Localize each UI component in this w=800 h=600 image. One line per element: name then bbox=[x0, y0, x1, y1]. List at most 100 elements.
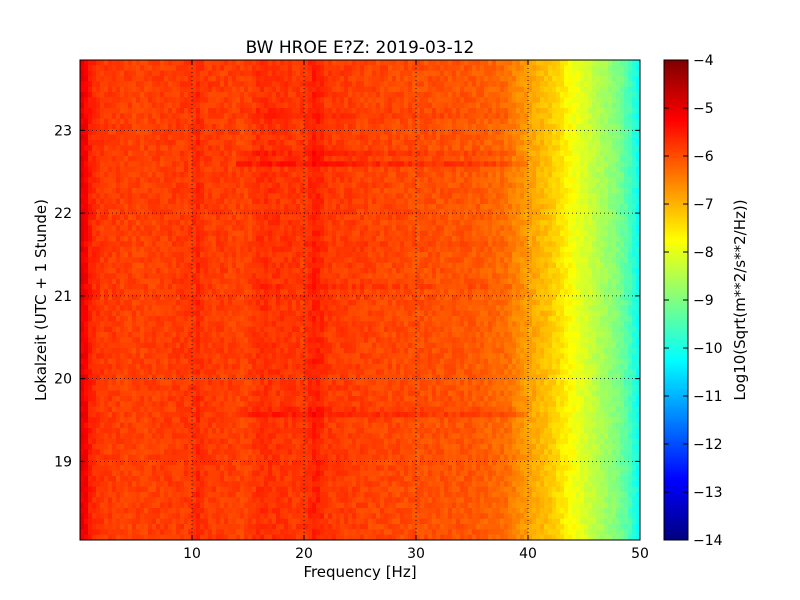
heatmap-cell bbox=[112, 236, 117, 242]
heatmap-cell bbox=[260, 76, 265, 82]
heatmap-cell bbox=[172, 193, 177, 200]
heatmap-cell bbox=[220, 204, 225, 210]
heatmap-cell bbox=[332, 86, 337, 93]
heatmap-cell bbox=[536, 86, 541, 93]
heatmap-cell bbox=[184, 76, 189, 82]
heatmap-cell bbox=[104, 225, 109, 232]
heatmap-cell bbox=[628, 241, 633, 248]
heatmap-cell bbox=[568, 145, 573, 152]
heatmap-cell bbox=[460, 236, 465, 242]
heatmap-cell bbox=[436, 129, 441, 136]
heatmap-cell bbox=[252, 156, 257, 162]
heatmap-cell bbox=[500, 156, 505, 162]
heatmap-cell bbox=[160, 214, 165, 221]
heatmap-cell bbox=[216, 113, 221, 120]
heatmap-cell bbox=[464, 193, 469, 200]
heatmap-cell bbox=[408, 214, 413, 221]
heatmap-cell bbox=[164, 113, 169, 120]
heatmap-cell bbox=[392, 172, 397, 178]
heatmap-cell bbox=[540, 177, 545, 184]
heatmap-cell bbox=[532, 124, 537, 130]
heatmap-cell bbox=[460, 209, 465, 216]
heatmap-cell bbox=[596, 230, 601, 237]
heatmap-cell bbox=[208, 198, 213, 205]
heatmap-cell bbox=[560, 188, 565, 194]
heatmap-cell bbox=[460, 204, 465, 210]
heatmap-cell bbox=[256, 97, 261, 104]
heatmap-cell bbox=[448, 198, 453, 205]
heatmap-cell bbox=[404, 241, 409, 248]
heatmap-cell bbox=[544, 124, 549, 130]
heatmap-cell bbox=[152, 204, 157, 210]
heatmap-cell bbox=[108, 134, 113, 141]
heatmap-cell bbox=[220, 97, 225, 104]
heatmap-cell bbox=[248, 172, 253, 178]
heatmap-cell bbox=[220, 150, 225, 157]
heatmap-cell bbox=[252, 70, 257, 77]
heatmap-cell bbox=[224, 204, 229, 210]
heatmap-cell bbox=[392, 156, 397, 162]
heatmap-cell bbox=[364, 225, 369, 232]
heatmap-cell bbox=[188, 86, 193, 93]
heatmap-cell bbox=[256, 198, 261, 205]
heatmap-cell bbox=[152, 118, 157, 125]
heatmap-cell bbox=[140, 156, 145, 162]
heatmap-cell bbox=[396, 70, 401, 77]
heatmap-cell bbox=[232, 76, 237, 82]
heatmap-cell bbox=[368, 145, 373, 152]
heatmap-cell bbox=[532, 193, 537, 200]
heatmap-cell bbox=[600, 140, 605, 146]
heatmap-cell bbox=[616, 70, 621, 77]
heatmap-cell bbox=[488, 204, 493, 210]
heatmap-cell bbox=[452, 220, 457, 226]
heatmap-cell bbox=[416, 145, 421, 152]
heatmap-cell bbox=[424, 209, 429, 216]
heatmap-cell bbox=[348, 230, 353, 237]
heatmap-cell bbox=[620, 124, 625, 130]
heatmap-cell bbox=[428, 134, 433, 141]
heatmap-cell bbox=[440, 81, 445, 88]
heatmap-cell bbox=[352, 220, 357, 226]
heatmap-cell bbox=[176, 134, 181, 141]
heatmap-cell bbox=[184, 193, 189, 200]
heatmap-cell bbox=[164, 161, 169, 168]
heatmap-cell bbox=[516, 166, 521, 173]
heatmap-cell bbox=[216, 230, 221, 237]
heatmap-cell bbox=[468, 60, 473, 66]
heatmap-cell bbox=[148, 225, 153, 232]
heatmap-cell bbox=[268, 70, 273, 77]
heatmap-cell bbox=[384, 76, 389, 82]
heatmap-cell bbox=[608, 150, 613, 157]
heatmap-cell bbox=[312, 92, 317, 98]
heatmap-cell bbox=[448, 177, 453, 184]
heatmap-cell bbox=[540, 209, 545, 216]
heatmap-cell bbox=[304, 113, 309, 120]
heatmap-cell bbox=[464, 76, 469, 82]
heatmap-cell bbox=[312, 65, 317, 72]
heatmap-cell bbox=[520, 177, 525, 184]
heatmap-cell bbox=[156, 177, 161, 184]
heatmap-cell bbox=[420, 214, 425, 221]
heatmap-cell bbox=[164, 156, 169, 162]
heatmap-cell bbox=[316, 236, 321, 242]
heatmap-cell bbox=[536, 236, 541, 242]
heatmap-cell bbox=[556, 60, 561, 66]
heatmap-cell bbox=[344, 230, 349, 237]
heatmap-cell bbox=[340, 92, 345, 98]
heatmap-cell bbox=[192, 129, 197, 136]
heatmap-cell bbox=[392, 198, 397, 205]
heatmap-cell bbox=[440, 124, 445, 130]
heatmap-cell bbox=[396, 65, 401, 72]
heatmap-cell bbox=[296, 241, 301, 248]
heatmap-cell bbox=[220, 60, 225, 66]
heatmap-cell bbox=[224, 225, 229, 232]
heatmap-cell bbox=[300, 236, 305, 242]
heatmap-cell bbox=[532, 182, 537, 189]
heatmap-cell bbox=[224, 70, 229, 77]
heatmap-cell bbox=[396, 188, 401, 194]
heatmap-cell bbox=[320, 230, 325, 237]
heatmap-cell bbox=[408, 156, 413, 162]
heatmap-cell bbox=[260, 156, 265, 162]
heatmap-cell bbox=[380, 182, 385, 189]
heatmap-cell bbox=[508, 182, 513, 189]
